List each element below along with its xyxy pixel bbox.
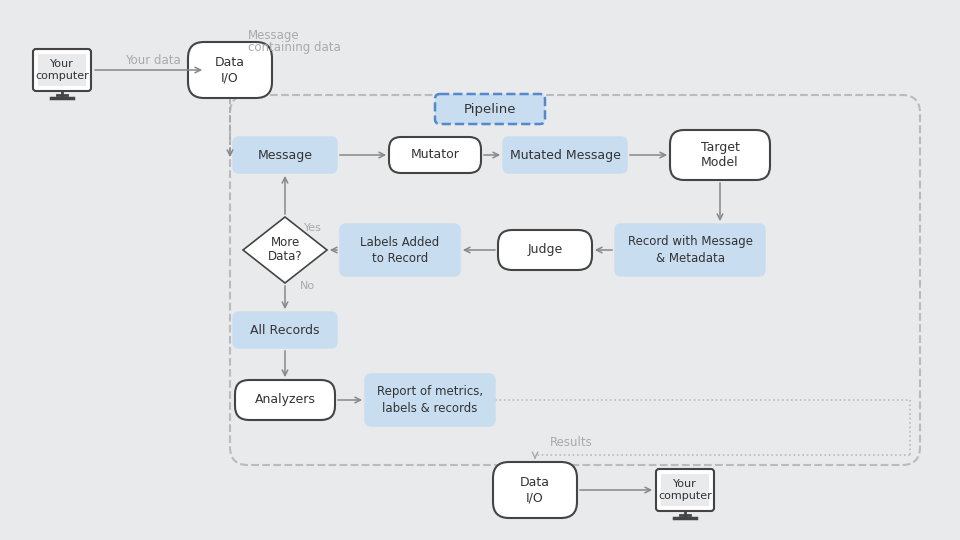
Text: Record with Message: Record with Message	[628, 235, 753, 248]
FancyBboxPatch shape	[233, 312, 337, 348]
Text: Mutated Message: Mutated Message	[510, 148, 620, 161]
Text: Mutator: Mutator	[411, 148, 460, 161]
Text: computer: computer	[659, 491, 712, 501]
FancyBboxPatch shape	[365, 374, 495, 426]
FancyBboxPatch shape	[33, 49, 91, 91]
FancyBboxPatch shape	[615, 224, 765, 276]
Text: containing data: containing data	[248, 42, 341, 55]
Text: Your: Your	[50, 59, 74, 69]
Text: More: More	[271, 235, 300, 248]
Text: Your: Your	[673, 479, 697, 489]
Text: Data: Data	[520, 476, 550, 489]
Text: Your data: Your data	[125, 53, 180, 66]
Text: Message: Message	[257, 148, 313, 161]
FancyBboxPatch shape	[233, 137, 337, 173]
Text: Model: Model	[701, 157, 739, 170]
FancyBboxPatch shape	[656, 469, 714, 511]
Text: Analyzers: Analyzers	[254, 394, 316, 407]
Text: Report of metrics,: Report of metrics,	[377, 386, 483, 399]
Text: All Records: All Records	[251, 323, 320, 336]
Text: No: No	[300, 281, 315, 291]
Text: Message: Message	[248, 30, 300, 43]
FancyBboxPatch shape	[435, 94, 545, 124]
FancyBboxPatch shape	[38, 54, 86, 86]
Text: Data: Data	[215, 56, 245, 69]
FancyBboxPatch shape	[389, 137, 481, 173]
Text: computer: computer	[36, 71, 89, 81]
Polygon shape	[243, 217, 327, 283]
FancyBboxPatch shape	[503, 137, 627, 173]
Text: I/O: I/O	[221, 71, 239, 84]
Text: Data?: Data?	[268, 251, 302, 264]
Text: labels & records: labels & records	[382, 402, 478, 415]
Text: Target: Target	[701, 141, 739, 154]
Text: Judge: Judge	[527, 244, 563, 256]
FancyBboxPatch shape	[661, 474, 709, 506]
Text: Yes: Yes	[304, 223, 322, 233]
Text: & Metadata: & Metadata	[656, 252, 725, 265]
Text: Results: Results	[550, 436, 592, 449]
FancyBboxPatch shape	[235, 380, 335, 420]
Text: Labels Added: Labels Added	[360, 235, 440, 248]
Text: to Record: to Record	[372, 252, 428, 265]
FancyBboxPatch shape	[670, 130, 770, 180]
FancyBboxPatch shape	[498, 230, 592, 270]
FancyBboxPatch shape	[188, 42, 272, 98]
FancyBboxPatch shape	[340, 224, 460, 276]
FancyBboxPatch shape	[493, 462, 577, 518]
Text: Pipeline: Pipeline	[464, 103, 516, 116]
Text: I/O: I/O	[526, 491, 544, 504]
